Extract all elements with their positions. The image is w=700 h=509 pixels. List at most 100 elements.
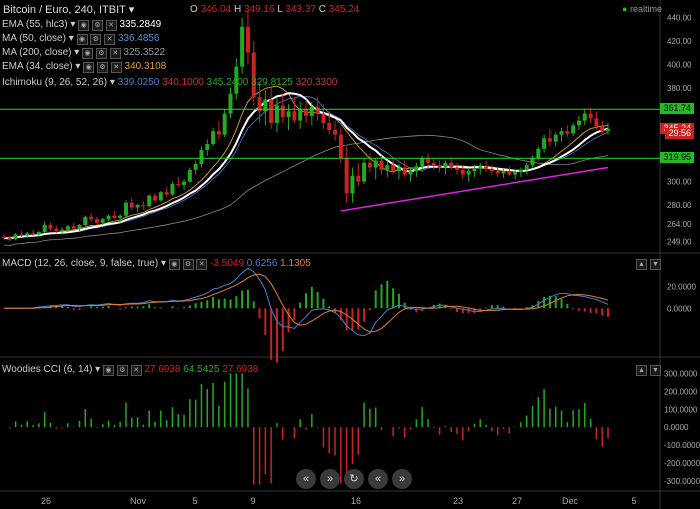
candle-body [373, 160, 378, 168]
eye-icon[interactable]: ◉ [102, 365, 114, 376]
close-icon[interactable]: ✕ [105, 20, 117, 31]
candle-body [141, 205, 146, 207]
indicator-ema55[interactable]: EMA (55, hlc3) ▾ ◉ ⚙ ✕ 335.2849 [2, 19, 162, 31]
candle-body [135, 205, 140, 208]
candle-body [507, 171, 512, 175]
price-tick-label: 380.00 [667, 84, 692, 93]
candle-body [437, 165, 442, 168]
ma200-value: 325.3522 [123, 47, 166, 58]
candle-body [559, 131, 564, 135]
ema55-value: 335.2849 [119, 19, 162, 30]
scroll-left-button[interactable]: « [296, 469, 316, 489]
ma200-line [3, 134, 609, 246]
gear-icon[interactable]: ⚙ [91, 20, 103, 31]
close-icon[interactable]: ✕ [130, 365, 142, 376]
candle-body [147, 195, 152, 207]
support-trend-line [340, 166, 609, 212]
eye-icon[interactable]: ◉ [82, 48, 94, 59]
gear-icon[interactable]: ⚙ [96, 62, 108, 73]
candle-body [367, 162, 372, 168]
gear-icon[interactable]: ⚙ [95, 48, 107, 59]
candle-body [2, 236, 6, 238]
gear-icon[interactable]: ⚙ [116, 365, 128, 376]
candle-body [211, 131, 216, 145]
price-tag: 319.95 [660, 152, 694, 164]
candle-body [228, 93, 233, 114]
candle-body [606, 128, 610, 132]
macd-signal-line [4, 273, 609, 333]
high-value: 349.16 [243, 4, 275, 15]
cci-tick-label: 200.0000 [664, 387, 698, 396]
eye-icon[interactable]: ◉ [76, 34, 88, 45]
zoom-out-button[interactable]: « [368, 469, 388, 489]
scroll-right-button[interactable]: » [320, 469, 340, 489]
candle-body [571, 125, 576, 134]
candle-body [222, 113, 227, 135]
cci-tick-label: -200.0000 [664, 459, 700, 468]
candle-body [100, 219, 105, 223]
close-icon[interactable]: ✕ [196, 259, 208, 270]
realtime-indicator: ● realtime [622, 4, 662, 14]
low-value: 343.37 [285, 4, 316, 15]
candle-body [42, 225, 47, 233]
candle-body [286, 111, 291, 118]
time-tick-label: 27 [512, 496, 522, 506]
close-icon[interactable]: ✕ [110, 62, 122, 73]
time-tick-label: Nov [130, 496, 147, 506]
ohlc-readout: O 346.04 H 349.16 L 343.37 C 345.24 [190, 4, 360, 15]
candle-body [112, 215, 117, 218]
indicator-ma200[interactable]: MA (200, close) ▾ ◉ ⚙ ✕ 325.3522 [2, 47, 166, 59]
candle-body [431, 162, 436, 166]
candle-body [234, 66, 239, 94]
candle-body [153, 195, 157, 201]
close-icon[interactable]: ✕ [104, 34, 116, 45]
candle-body [36, 232, 41, 235]
candle-body [94, 219, 99, 223]
cci-legend[interactable]: Woodies CCI (6, 14) ▾ ◉ ⚙ ✕ 27.6938 64.5… [2, 364, 259, 376]
candle-body [594, 118, 599, 127]
candle-body [321, 113, 326, 123]
candle-body [460, 169, 465, 175]
indicator-ma50[interactable]: MA (50, close) ▾ ◉ ⚙ ✕ 336.4856 [2, 33, 160, 45]
cci-tick-label: -300.0000 [664, 477, 700, 486]
price-tick-label: 280.00 [667, 201, 692, 210]
cci-tick-label: -100.0000 [664, 441, 700, 450]
pane-down-icon[interactable]: ▼ [650, 365, 661, 376]
indicator-ema34[interactable]: EMA (34, close) ▾ ◉ ⚙ ✕ 340.3108 [2, 61, 167, 73]
candle-body [495, 171, 500, 174]
cci-tick-label: 100.0000 [664, 405, 698, 414]
time-tick-label: 9 [250, 496, 255, 506]
pane-down-icon[interactable]: ▼ [650, 259, 661, 270]
gear-icon[interactable]: ⚙ [90, 34, 102, 45]
candle-body [54, 228, 59, 231]
zoom-in-button[interactable]: » [392, 469, 412, 489]
eye-icon[interactable]: ◉ [168, 259, 180, 270]
candle-body [466, 171, 471, 175]
indicator-ichimoku[interactable]: Ichimoku (9, 26, 52, 26) ▾ 339.0250 340.… [2, 77, 338, 88]
candle-body [89, 216, 94, 220]
candle-body [327, 122, 332, 130]
cci-tick-label: 0.0000 [664, 423, 689, 432]
close-icon[interactable]: ✕ [109, 48, 121, 59]
macd-legend[interactable]: MACD (12, 26, close, 9, false, true) ▾ ◉… [2, 258, 311, 270]
pane-up-icon[interactable]: ▲ [636, 259, 647, 270]
eye-icon[interactable]: ◉ [83, 62, 95, 73]
time-tick-label: 5 [192, 496, 197, 506]
eye-icon[interactable]: ◉ [78, 20, 90, 31]
candle-body [31, 233, 36, 235]
price-tick-label: 400.00 [667, 60, 692, 69]
candle-body [501, 171, 506, 174]
candle-body [472, 168, 477, 172]
reset-button[interactable]: ↻ [344, 469, 364, 489]
time-tick-label: 16 [351, 496, 361, 506]
candle-body [182, 181, 187, 186]
gear-icon[interactable]: ⚙ [182, 259, 194, 270]
price-tick-label: 440.00 [667, 13, 692, 22]
candle-body [414, 166, 419, 172]
candle-body [48, 225, 53, 229]
candle-body [263, 99, 268, 112]
candle-body [298, 108, 303, 121]
candle-body [338, 134, 343, 159]
chart-title[interactable]: Bitcoin / Euro, 240, ITBIT ▾ [3, 4, 135, 16]
pane-up-icon[interactable]: ▲ [636, 365, 647, 376]
